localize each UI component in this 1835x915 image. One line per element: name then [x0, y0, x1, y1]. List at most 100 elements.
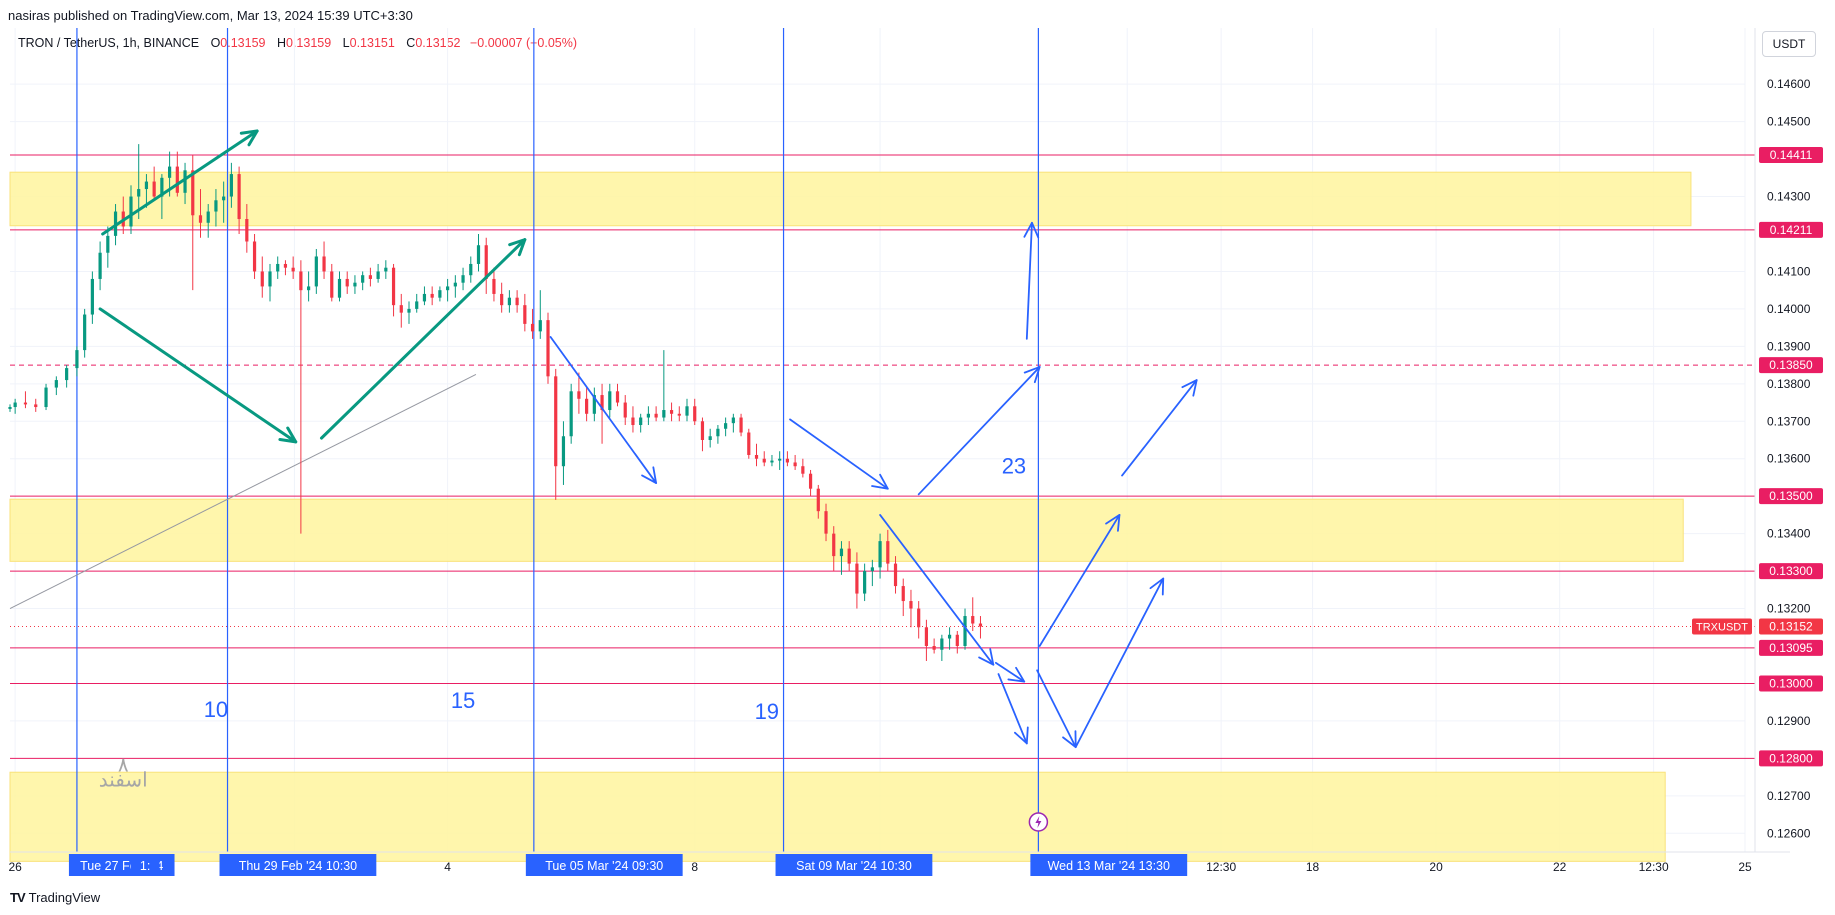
- date-badge: [1030, 854, 1188, 876]
- candle-body: [901, 586, 905, 602]
- persian-month-label: اسفند: [99, 769, 148, 791]
- time-tick-label: 8: [691, 860, 698, 874]
- level-price-badge: [1759, 146, 1823, 163]
- blue-arrow-head: [1014, 726, 1029, 745]
- candle-body: [716, 428, 720, 437]
- green-arrow: [101, 129, 259, 236]
- candle-body: [500, 293, 504, 306]
- candle-body: [137, 189, 141, 197]
- candle-body: [407, 308, 411, 313]
- blue-arrow: [1121, 379, 1198, 477]
- currency-button[interactable]: USDT: [1762, 31, 1816, 57]
- candle-body: [654, 413, 658, 418]
- candle-body: [523, 305, 527, 324]
- candle-body: [252, 241, 257, 272]
- candle-body: [847, 548, 851, 564]
- blue-arrow: [1038, 514, 1121, 647]
- blue-arrow-head: [978, 648, 995, 666]
- level-price-badge: [1759, 750, 1823, 767]
- flash-icon-glyph: [1035, 816, 1042, 829]
- candle-body: [44, 387, 48, 408]
- symbol-badge-label: TRXUSDT: [1696, 622, 1748, 634]
- candle-body: [322, 256, 326, 272]
- blue-arrow-head: [1105, 514, 1121, 532]
- blue-arrow-head: [1023, 366, 1041, 384]
- candle-body: [384, 267, 388, 272]
- candle-body: [731, 417, 735, 424]
- candle-body: [669, 410, 674, 414]
- candle-body: [144, 181, 149, 190]
- blue-arrow: [1036, 669, 1077, 749]
- date-badge-label: Wed 13 Mar '24 13:30: [1048, 859, 1170, 873]
- count-label: 23: [1002, 454, 1026, 479]
- level-price-label: 0.13500: [1769, 489, 1813, 503]
- candle-body: [932, 646, 936, 650]
- price-tick-label: 0.13900: [1767, 339, 1811, 353]
- green-arrow: [319, 238, 527, 440]
- candle-body: [368, 275, 372, 279]
- candle-body: [430, 293, 434, 298]
- time-tick-label: 20: [1429, 860, 1443, 874]
- green-arrow-head: [239, 129, 259, 147]
- candle-body: [855, 563, 859, 594]
- candle-body: [561, 436, 566, 467]
- level-price-label: 0.12800: [1769, 751, 1813, 765]
- price-axis: 0.14600 0.14500 0.14300 0.14100 0.14000 0.139…: [1692, 28, 1823, 852]
- count-label: 15: [451, 688, 475, 713]
- time-tick-label: 18: [1306, 860, 1320, 874]
- trendline-layer: [9, 374, 477, 609]
- legend-low-value: 0.13151: [349, 36, 395, 50]
- candle-body: [353, 282, 357, 287]
- green-arrow: [98, 307, 298, 444]
- candle-body: [399, 305, 403, 313]
- candle-body: [291, 267, 295, 272]
- candle-body: [229, 174, 233, 197]
- date-badge-label: 1:: [140, 859, 150, 873]
- candle-body: [909, 601, 913, 609]
- candle-body: [507, 297, 511, 306]
- zones-layer: [9, 171, 1692, 862]
- candle-body: [971, 616, 975, 624]
- time-tick-label: 12:30: [1206, 860, 1236, 874]
- candle-body: [65, 368, 69, 381]
- level-price-label: 0.13000: [1769, 676, 1813, 690]
- candle-body: [762, 458, 766, 463]
- blue-arrow: [549, 336, 658, 484]
- count-label: 19: [755, 699, 779, 724]
- candle-body: [739, 417, 743, 433]
- candle-body: [662, 410, 666, 418]
- blue-arrow-head: [1023, 221, 1040, 239]
- candle-body: [747, 432, 751, 455]
- date-badge-label: Sat 09 Mar '24 10:30: [796, 859, 912, 873]
- blue-arrow: [997, 673, 1028, 745]
- candle-body: [438, 290, 442, 298]
- arrows-layer: [98, 129, 1198, 749]
- candle-body: [538, 320, 542, 332]
- price-tick-label: 0.13200: [1767, 602, 1811, 616]
- candle-body: [268, 271, 272, 287]
- time-tick-label: 26: [8, 860, 22, 874]
- candle-body: [631, 417, 635, 426]
- candle-body: [415, 301, 419, 309]
- candle-body: [646, 413, 650, 418]
- level-price-badge: [1759, 357, 1823, 374]
- price-tick-label: 0.14600: [1767, 77, 1811, 91]
- candle-body: [754, 454, 759, 459]
- price-tick-label: 0.12700: [1767, 789, 1811, 803]
- candle-body: [870, 567, 874, 572]
- candle-body: [685, 406, 689, 416]
- time-tick-label: 22: [1553, 860, 1567, 874]
- blue-arrow-head: [1181, 379, 1198, 397]
- date-badge: [525, 854, 683, 876]
- candle-body: [167, 166, 172, 178]
- legend-symbol: TRON / TetherUS, 1h, BINANCE: [18, 36, 200, 50]
- tradingview-brand[interactable]: TV TradingView: [10, 890, 100, 905]
- green-arrow-head: [278, 426, 298, 444]
- level-price-label: 0.14411: [1770, 148, 1813, 162]
- published-caption: nasiras published on TradingView.com, Ma…: [8, 8, 413, 23]
- level-price-label: 0.13095: [1769, 641, 1813, 655]
- price-tick-label: 0.13800: [1767, 377, 1811, 391]
- level-price-label: 0.13300: [1769, 564, 1813, 578]
- level-price-badge: [1759, 675, 1823, 692]
